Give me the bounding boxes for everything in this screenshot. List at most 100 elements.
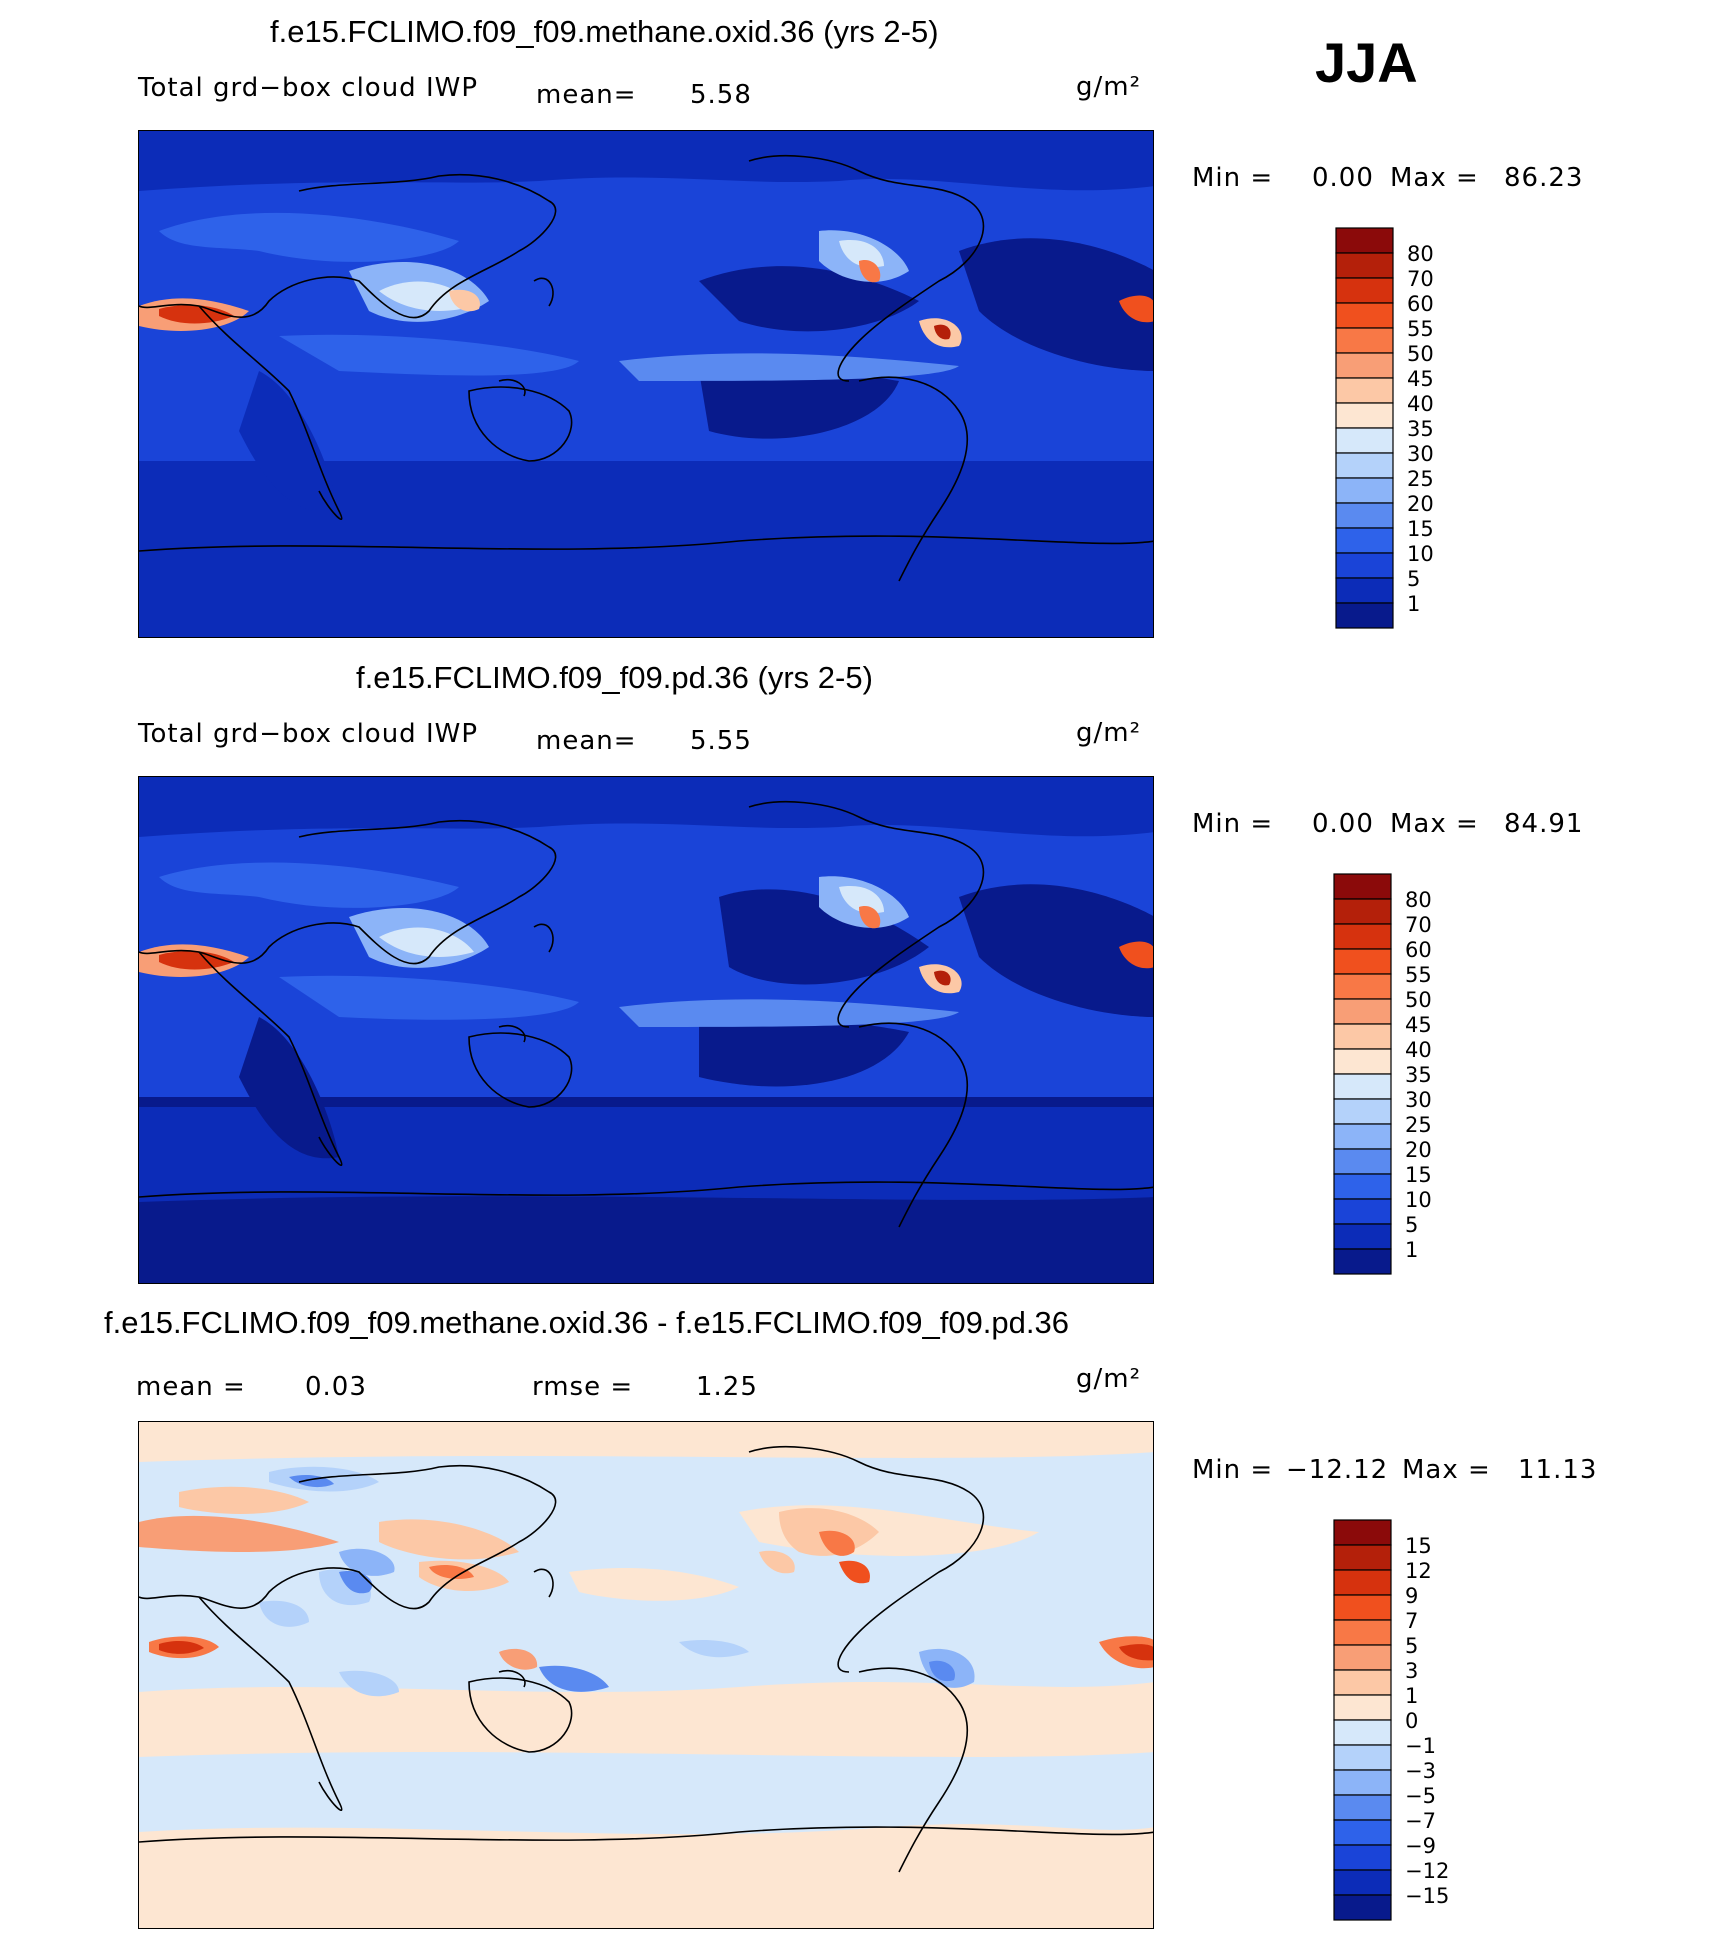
colorbar-swatch xyxy=(1333,1769,1392,1796)
colorbar-tick-label: 35 xyxy=(1405,1063,1432,1087)
panel-3-units: g/m² xyxy=(1076,1364,1142,1394)
colorbar-swatch xyxy=(1333,1544,1392,1571)
colorbar-tick-label: 25 xyxy=(1405,1113,1432,1137)
panel-2-max-label: Max = xyxy=(1390,809,1479,839)
panel-2-map xyxy=(138,776,1154,1284)
colorbar-tick-label: 10 xyxy=(1407,542,1434,566)
colorbar-tick-label: 1 xyxy=(1405,1238,1418,1262)
colorbar-tick-label: 10 xyxy=(1405,1188,1432,1212)
panel-3-colorbar: 15 12 9 7 5 3 1 0 −1 −3 −5 −7 −9 −12 −15 xyxy=(1333,1519,1454,1921)
colorbar-tick-label: 40 xyxy=(1407,392,1434,416)
panel-1-map xyxy=(138,130,1154,638)
colorbar-tick-label: 70 xyxy=(1405,913,1432,937)
panel-2-colorbar: 80 70 60 55 50 45 40 35 30 25 20 15 10 5 1 xyxy=(1333,873,1454,1275)
colorbar-swatch xyxy=(1333,1569,1392,1596)
colorbar-tick-label: 3 xyxy=(1405,1659,1418,1683)
colorbar-swatch xyxy=(1335,477,1394,504)
colorbar-swatch xyxy=(1333,1694,1392,1721)
panel-1-title: f.e15.FCLIMO.f09_f09.methane.oxid.36 (yr… xyxy=(270,14,939,49)
colorbar-tick-label: 15 xyxy=(1405,1534,1432,1558)
colorbar-tick-label: 5 xyxy=(1405,1213,1418,1237)
colorbar-swatch xyxy=(1335,277,1394,304)
colorbar-swatch xyxy=(1333,1744,1392,1771)
panel-1-max-value: 86.23 xyxy=(1504,163,1584,193)
colorbar-tick-label: 80 xyxy=(1407,242,1434,266)
panel-3-mean-label: mean = xyxy=(136,1372,246,1402)
panel-3-map-canvas xyxy=(139,1422,1153,1928)
colorbar-tick-label: 0 xyxy=(1405,1709,1418,1733)
season-label: JJA xyxy=(1315,31,1418,94)
colorbar-tick-label: 70 xyxy=(1407,267,1434,291)
colorbar-tick-label: 5 xyxy=(1405,1634,1418,1658)
colorbar-tick-label: 25 xyxy=(1407,467,1434,491)
colorbar-swatch xyxy=(1335,302,1394,329)
panel-1-max-label: Max = xyxy=(1390,163,1479,193)
colorbar-swatch xyxy=(1335,377,1394,404)
panel-2-mean-value: 5.55 xyxy=(690,726,752,756)
colorbar-swatch xyxy=(1335,602,1394,629)
colorbar-swatch xyxy=(1333,1198,1392,1225)
panel-3-rmse-label: rmse = xyxy=(532,1372,634,1402)
colorbar-swatch xyxy=(1335,427,1394,454)
colorbar-tick-label: 20 xyxy=(1407,492,1434,516)
colorbar-swatch xyxy=(1333,1819,1392,1846)
colorbar-tick-label: 7 xyxy=(1405,1609,1418,1633)
colorbar-tick-label: 50 xyxy=(1405,988,1432,1012)
panel-3-map xyxy=(138,1421,1154,1929)
colorbar-swatch xyxy=(1333,1669,1392,1696)
panel-3-min-label: Min = xyxy=(1192,1455,1274,1485)
colorbar-swatch xyxy=(1333,1719,1392,1746)
colorbar-swatch xyxy=(1333,1173,1392,1200)
colorbar-swatch xyxy=(1333,1644,1392,1671)
colorbar-tick-label: 45 xyxy=(1405,1013,1432,1037)
colorbar-tick-label: 35 xyxy=(1407,417,1434,441)
panel-1-mean-value: 5.58 xyxy=(690,80,752,110)
colorbar-swatch xyxy=(1335,577,1394,604)
colorbar-swatch xyxy=(1335,502,1394,529)
colorbar-swatch xyxy=(1333,1073,1392,1100)
panel-1-units: g/m² xyxy=(1076,72,1142,102)
colorbar-swatch xyxy=(1333,923,1392,950)
colorbar-swatch xyxy=(1333,1223,1392,1250)
colorbar-swatch xyxy=(1333,1123,1392,1150)
panel-3-mean-value: 0.03 xyxy=(305,1372,367,1402)
colorbar-swatch xyxy=(1333,1869,1392,1896)
colorbar-tick-label: 60 xyxy=(1405,938,1432,962)
panel-2-units: g/m² xyxy=(1076,718,1142,748)
colorbar-swatch xyxy=(1333,1844,1392,1871)
colorbar-tick-label: 80 xyxy=(1405,888,1432,912)
colorbar-tick-label: 9 xyxy=(1405,1584,1418,1608)
colorbar-tick-label: 1 xyxy=(1407,592,1420,616)
panel-2-min-value: 0.00 xyxy=(1312,809,1374,839)
colorbar-swatch xyxy=(1335,352,1394,379)
colorbar-swatch xyxy=(1333,1098,1392,1125)
panel-3-min-value: −12.12 xyxy=(1286,1455,1389,1485)
colorbar-tick-label: 55 xyxy=(1405,963,1432,987)
colorbar-swatch xyxy=(1335,552,1394,579)
colorbar-swatch xyxy=(1333,948,1392,975)
colorbar-swatch xyxy=(1333,1148,1392,1175)
colorbar-swatch xyxy=(1333,1248,1392,1275)
colorbar-swatch xyxy=(1335,402,1394,429)
colorbar-tick-label: −9 xyxy=(1405,1834,1436,1858)
colorbar-tick-label: 1 xyxy=(1405,1684,1418,1708)
panel-1-mean-label: mean= xyxy=(536,80,637,110)
colorbar-swatch xyxy=(1335,327,1394,354)
colorbar-swatch xyxy=(1333,1048,1392,1075)
colorbar-swatch xyxy=(1333,1619,1392,1646)
panel-3-title: f.e15.FCLIMO.f09_f09.methane.oxid.36 - f… xyxy=(104,1305,1069,1340)
panel-1-min-label: Min = xyxy=(1192,163,1274,193)
panel-2-max-value: 84.91 xyxy=(1504,809,1584,839)
panel-2-mean-label: mean= xyxy=(536,726,637,756)
panel-1-colorbar: 80 70 60 55 50 45 40 35 30 25 20 15 10 5 1 xyxy=(1335,227,1456,629)
colorbar-swatch xyxy=(1333,1794,1392,1821)
colorbar-swatch xyxy=(1333,1894,1392,1921)
colorbar-tick-label: 12 xyxy=(1405,1559,1432,1583)
colorbar-swatch xyxy=(1333,1594,1392,1621)
colorbar-tick-label: 50 xyxy=(1407,342,1434,366)
colorbar-tick-label: 5 xyxy=(1407,567,1420,591)
panel-1-variable-label: Total grd−box cloud IWP xyxy=(138,73,479,103)
colorbar-swatch xyxy=(1335,527,1394,554)
panel-2-title: f.e15.FCLIMO.f09_f09.pd.36 (yrs 2-5) xyxy=(356,660,873,695)
colorbar-swatch xyxy=(1333,873,1392,900)
